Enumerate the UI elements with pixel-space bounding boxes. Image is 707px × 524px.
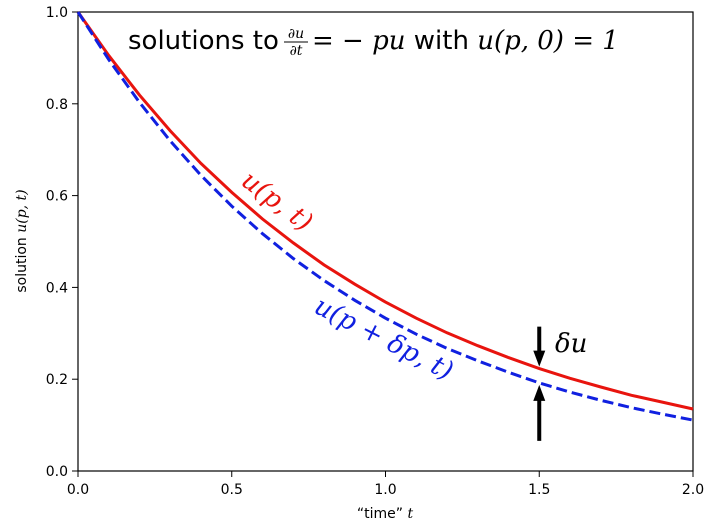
y-tick-label: 0.6 xyxy=(46,189,68,205)
x-tick-label: 0.0 xyxy=(67,482,89,498)
plot-frame xyxy=(77,11,694,472)
x-axis-label: “time” t xyxy=(357,506,414,522)
y-tick-label: 0.0 xyxy=(46,464,68,480)
y-axis-label: solution u(p, t) xyxy=(14,189,30,292)
x-axis-label-var: t xyxy=(407,506,413,522)
y-axis: 0.0 0.2 0.4 0.6 0.8 1.0 xyxy=(46,5,78,480)
plot-area xyxy=(77,11,694,472)
series-label-u: u(p, t) xyxy=(236,165,318,237)
title-condition: u(p, 0) = 1 xyxy=(477,26,619,56)
title-mid: with xyxy=(406,26,478,56)
arrow-up-head xyxy=(533,384,546,401)
title-prefix: solutions to xyxy=(128,26,279,56)
y-tick-label: 0.2 xyxy=(46,372,68,388)
title-frac-num: ∂u xyxy=(288,26,304,42)
annotation-layer xyxy=(533,326,546,441)
title-equation: = − pu xyxy=(312,26,406,56)
title-rest: = − pu with u(p, 0) = 1 xyxy=(312,26,619,56)
x-tick-label: 1.5 xyxy=(528,482,550,498)
y-tick-label: 0.4 xyxy=(46,280,68,296)
arrow-down-head xyxy=(533,350,546,367)
x-tick-label: 0.5 xyxy=(221,482,243,498)
x-axis: 0.0 0.5 1.0 1.5 2.0 xyxy=(67,471,704,498)
y-tick-label: 0.8 xyxy=(46,97,68,113)
chart-title: solutions to xyxy=(128,26,279,56)
delta-u-label: δu xyxy=(555,329,587,359)
x-tick-label: 2.0 xyxy=(682,482,704,498)
x-axis-label-text: “time” xyxy=(357,506,408,522)
series-line-u-dp xyxy=(76,11,694,422)
title-frac-den: ∂t xyxy=(290,43,303,59)
x-tick-label: 1.0 xyxy=(374,482,396,498)
series-line-u xyxy=(76,11,694,411)
series-label-u-dp: u(p + δp, t) xyxy=(309,291,457,386)
y-axis-label-text: solution xyxy=(14,233,30,293)
series-layer xyxy=(76,11,694,422)
y-axis-label-var: u(p, t) xyxy=(14,189,30,232)
y-tick-label: 1.0 xyxy=(46,5,68,21)
